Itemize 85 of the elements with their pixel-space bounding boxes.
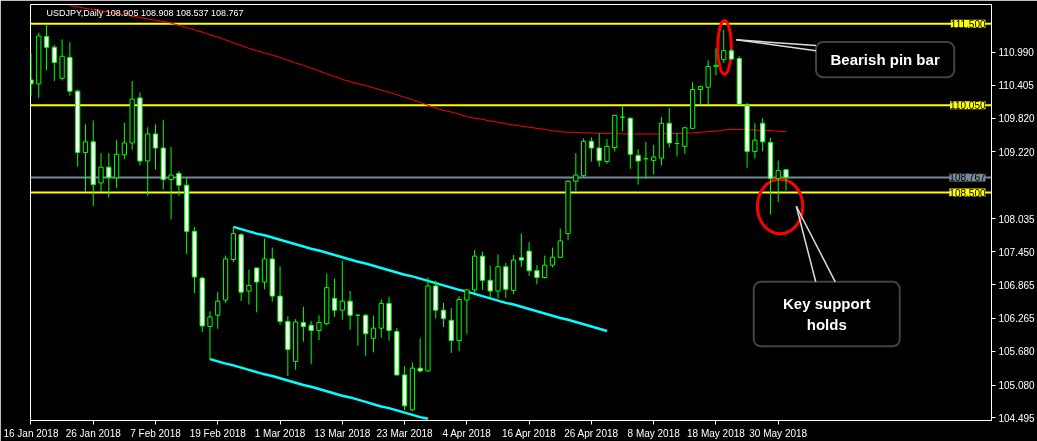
- candlestick: [752, 122, 758, 160]
- y-tick-label: 109.220: [998, 146, 1036, 158]
- line-series: [208, 357, 430, 421]
- candlestick: [705, 59, 711, 106]
- candlestick: [246, 269, 252, 306]
- candlestick: [526, 241, 532, 277]
- candlestick: [417, 337, 423, 374]
- candlestick: [207, 310, 213, 361]
- candlestick: [316, 314, 322, 341]
- candlestick: [651, 144, 657, 175]
- candlestick: [487, 265, 493, 299]
- x-tick-label: 8 May 2018: [627, 427, 681, 439]
- y-tick-label: 105.680: [998, 346, 1036, 358]
- candlestick: [518, 233, 524, 268]
- y-tick-label: 110.990: [998, 47, 1035, 59]
- line-series: [232, 225, 609, 333]
- candlestick: [604, 138, 610, 165]
- candlestick: [588, 136, 595, 163]
- candlestick: [370, 315, 377, 353]
- x-tick-label: 19 Feb 2018: [189, 427, 247, 439]
- x-tick-label: 7 Feb 2018: [130, 427, 182, 439]
- candlestick: [261, 238, 268, 290]
- candlestick: [347, 290, 353, 331]
- candlestick: [331, 278, 338, 318]
- candlestick: [300, 306, 307, 343]
- candlestick: [59, 38, 65, 81]
- candlestick: [168, 146, 174, 221]
- candlestick: [542, 255, 548, 280]
- candlestick: [557, 228, 563, 258]
- candlestick: [106, 152, 112, 199]
- candlestick: [682, 126, 688, 155]
- annotation: Key support holds: [782, 295, 871, 334]
- y-tick-label: 106.865: [998, 279, 1036, 291]
- x-tick-label: 23 Mar 2018: [376, 427, 434, 439]
- candlestick: [775, 159, 781, 203]
- candlestick: [363, 313, 369, 357]
- candlestick: [783, 169, 789, 191]
- y-tick-label: 106.265: [998, 313, 1036, 325]
- y-tick-label: 104.495: [998, 412, 1036, 424]
- candlestick: [215, 291, 221, 330]
- candlestick: [534, 264, 540, 285]
- candlestick: [721, 29, 727, 64]
- candlestick: [440, 302, 447, 328]
- candlestick: [152, 123, 159, 170]
- y-tick-label: 109.820: [998, 113, 1036, 125]
- candlestick: [51, 44, 57, 82]
- candlestick: [30, 52, 34, 97]
- candlestick: [308, 320, 314, 365]
- candlestick: [549, 247, 556, 268]
- candlestick: [713, 47, 719, 76]
- y-tick-label: 108.035: [998, 213, 1036, 225]
- candlestick: [619, 105, 626, 132]
- ref-line-label: 111.500: [950, 18, 986, 30]
- ref-line-label: 108.767: [949, 172, 986, 184]
- candlestick: [254, 267, 260, 313]
- candlestick: [121, 122, 128, 160]
- x-tick-label: 4 Apr 2018: [442, 427, 492, 439]
- candlestick: [503, 262, 509, 299]
- ref-line-label: 108.500: [949, 187, 986, 199]
- candlestick: [43, 24, 50, 71]
- y-tick-label: 105.080: [998, 380, 1036, 392]
- x-tick-label: 30 May 2018: [749, 427, 808, 439]
- candlestick: [573, 152, 579, 192]
- x-tick-label: 16 Apr 2018: [501, 427, 557, 439]
- candlestick: [448, 307, 454, 354]
- x-tick-label: 18 May 2018: [687, 427, 746, 439]
- candlestick: [666, 107, 672, 148]
- candlestick: [760, 117, 766, 152]
- x-tick-label: 16 Jan 2018: [3, 427, 59, 439]
- x-tick-label: 1 Mar 2018: [254, 427, 306, 439]
- candlestick: [596, 132, 602, 168]
- y-tick-label: 110.405: [998, 80, 1035, 92]
- x-tick-label: 26 Apr 2018: [564, 427, 619, 439]
- x-tick-label: 26 Jan 2018: [65, 427, 122, 439]
- candlestick: [176, 170, 182, 197]
- candlestick: [464, 288, 470, 335]
- candlestick: [635, 148, 641, 186]
- y-tick-label: 107.450: [998, 246, 1036, 258]
- x-tick-label: 13 Mar 2018: [314, 427, 371, 439]
- candlestick: [339, 260, 345, 321]
- ref-line-label: 110.050: [950, 100, 986, 112]
- candlestick: [98, 152, 104, 193]
- candlestick: [113, 139, 120, 189]
- candlestick: [82, 123, 89, 193]
- text: Bearish pin bar: [830, 51, 940, 69]
